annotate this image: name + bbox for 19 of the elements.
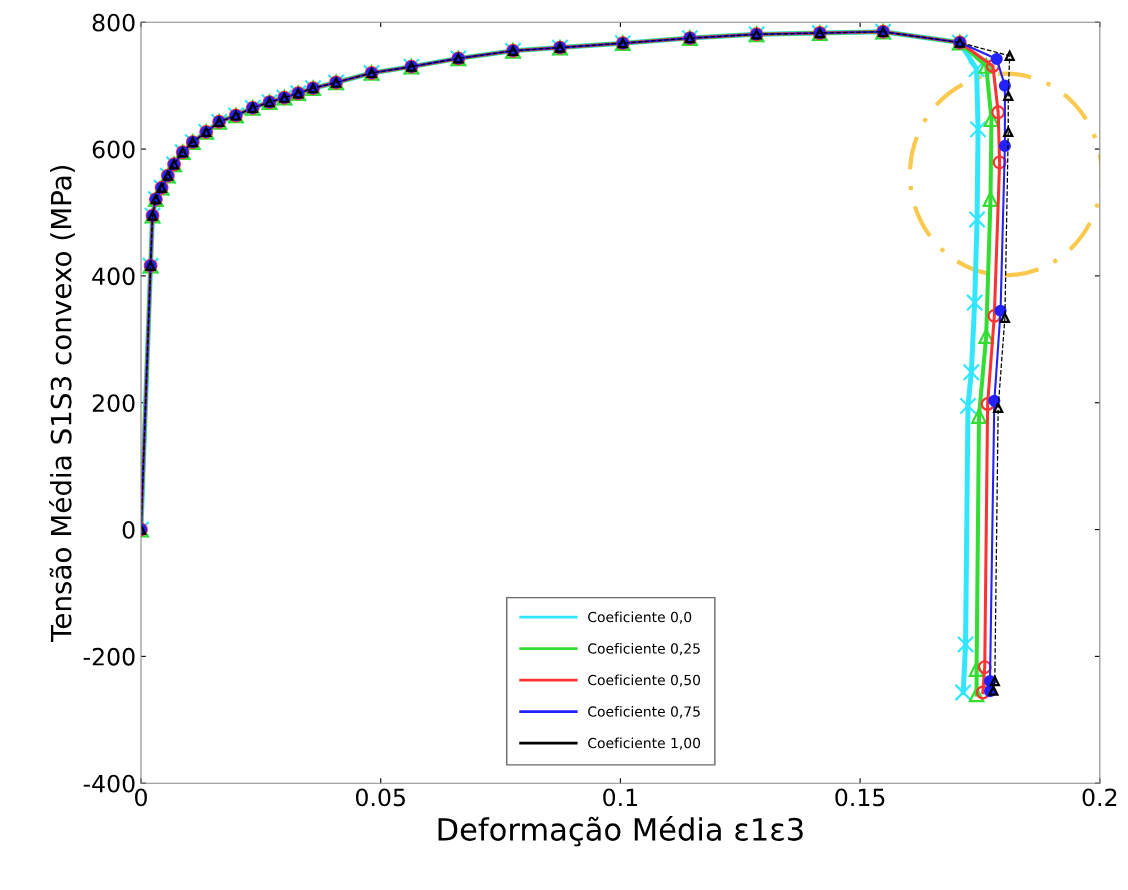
legend-label: Coeficiente 0,25 [588,643,700,656]
x-tick-label: 0.05 [355,788,405,807]
legend-label: Coeficiente 0,50 [588,674,701,687]
y-tick-label: 0 [122,521,135,539]
y-tick-label: 600 [92,140,135,159]
y-tick-label: -200 [83,647,135,666]
x-axis-title: Deformação Média ε1ε3 [438,816,803,847]
y-tick-label: 800 [92,13,135,32]
y-tick-label: 400 [92,267,135,286]
legend-label: Coeficiente 0,75 [588,706,700,719]
x-tick-label: 0.2 [1082,788,1117,807]
y-tick-label: 200 [92,394,135,413]
y-axis-title: Tensão Média S1S3 convexo (MPa) [49,165,75,643]
x-tick-label: 0.1 [603,788,637,807]
x-tick-label: 0 [135,788,147,807]
y-tick-label: -400 [83,774,135,793]
x-tick-label: 0.15 [835,788,885,807]
legend-label: Coeficiente 1,00 [588,737,701,750]
legend-label: Coeficiente 0,0 [588,611,692,624]
